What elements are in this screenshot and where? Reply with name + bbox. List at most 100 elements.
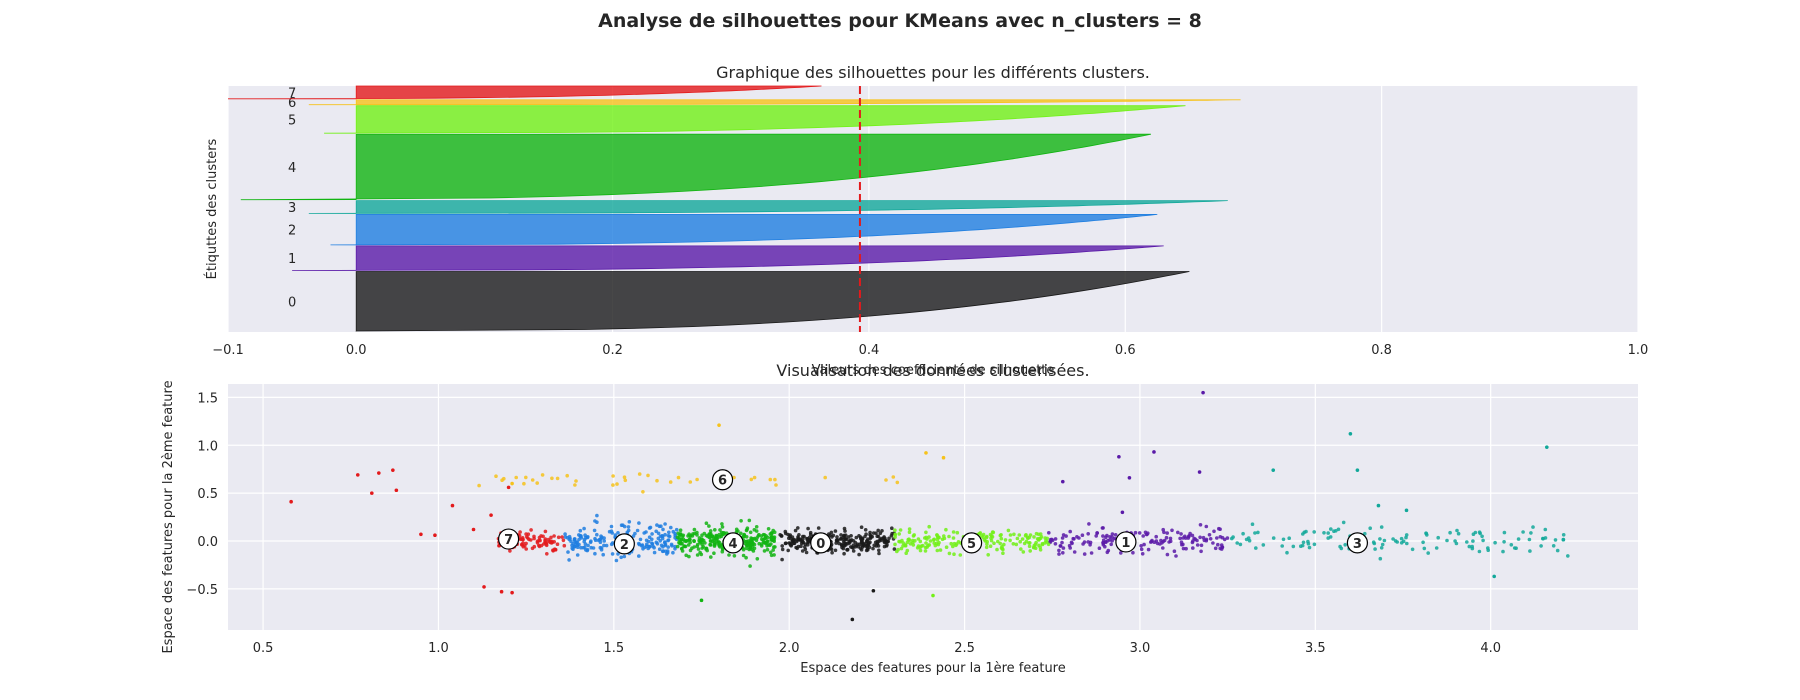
scatter-point [699, 598, 704, 603]
scatter-point [1028, 549, 1032, 553]
scatter-point [1421, 540, 1425, 545]
scatter-point [752, 475, 757, 480]
silhouette-cluster-label: 4 [288, 161, 296, 176]
scatter-point [762, 549, 767, 553]
scatter-point [500, 478, 504, 483]
scatter-point [860, 536, 865, 541]
scatter-point [680, 541, 684, 546]
scatter-point [1019, 547, 1023, 551]
cluster-center-label: 7 [504, 533, 513, 548]
scatter-point [1183, 536, 1188, 540]
scatter-point [1028, 533, 1033, 537]
scatter-point [573, 483, 577, 487]
scatter-point [582, 537, 587, 542]
scatter-point [901, 544, 905, 548]
scatter-point [556, 535, 561, 540]
scatter-point [771, 548, 775, 552]
scatter-point [666, 533, 671, 538]
scatter-point [1024, 539, 1029, 544]
scatter-point [1072, 550, 1077, 554]
scatter-point [752, 546, 757, 551]
scatter-point [615, 482, 619, 486]
scatter-point [1139, 544, 1143, 548]
scatter-point [1379, 546, 1384, 550]
scatter-point [675, 544, 680, 549]
scatter-point [574, 479, 578, 483]
scatter-point [1376, 503, 1381, 508]
scatter-point [837, 541, 841, 546]
scatter-point [742, 534, 746, 538]
scatter-point [765, 547, 770, 552]
scatter-point [955, 530, 960, 535]
scatter-point [1539, 544, 1543, 548]
scatter-point [768, 543, 772, 547]
scatter-point [537, 543, 541, 548]
scatter-point [1225, 536, 1230, 540]
x-tick-label: 2.5 [954, 641, 975, 656]
silhouette-cluster-label: 7 [288, 86, 296, 101]
scatter-point [1322, 531, 1326, 535]
scatter-point [659, 524, 663, 528]
scatter-point [585, 535, 590, 540]
scatter-point [1492, 574, 1496, 579]
scatter-point [523, 544, 527, 548]
scatter-point [640, 543, 645, 547]
scatter-point [1516, 537, 1521, 541]
scatter-point [524, 547, 528, 551]
scatter-plot-area [228, 384, 1638, 630]
scatter-point [622, 554, 627, 559]
scatter-point [713, 536, 718, 540]
scatter-point [579, 545, 583, 550]
scatter-point [1190, 540, 1195, 545]
scatter-point [602, 543, 606, 548]
scatter-point [1329, 527, 1333, 531]
scatter-point [796, 544, 801, 549]
scatter-point [891, 475, 896, 479]
scatter-point [1021, 550, 1026, 554]
scatter-point [419, 532, 423, 537]
scatter-point [1199, 543, 1204, 548]
scatter-point [981, 535, 985, 540]
scatter-point [1026, 536, 1030, 541]
scatter-point [772, 545, 776, 549]
scatter-point [772, 538, 776, 542]
scatter-point [370, 491, 374, 495]
scatter-point [1179, 532, 1183, 536]
scatter-point [619, 555, 623, 560]
scatter-point [1023, 533, 1028, 538]
scatter-point [1529, 531, 1533, 535]
scatter-point [622, 475, 627, 480]
scatter-point [880, 529, 884, 533]
scatter-point [1162, 530, 1166, 535]
scatter-point [573, 539, 577, 543]
scatter-point [666, 538, 670, 543]
scatter-point [510, 590, 514, 595]
scatter-point [907, 527, 912, 531]
scatter-point [882, 544, 887, 549]
scatter-point [708, 532, 712, 537]
scatter-point [756, 534, 760, 538]
scatter-point [1198, 523, 1203, 527]
scatter-point [718, 545, 722, 549]
scatter-point [774, 483, 778, 487]
scatter-point [592, 528, 597, 533]
x-tick-label: 3.0 [1130, 641, 1151, 656]
scatter-point [1424, 531, 1429, 536]
scatter-point [526, 536, 530, 540]
scatter-point [1142, 542, 1146, 547]
scatter-point [550, 476, 554, 481]
scatter-point [752, 536, 757, 541]
scatter-point [555, 542, 560, 546]
x-tick-label: 1.0 [428, 641, 449, 656]
scatter-point [893, 533, 897, 537]
scatter-point [951, 544, 955, 549]
scatter-point [646, 473, 650, 478]
scatter-point [871, 588, 876, 593]
scatter-point [604, 543, 609, 548]
scatter-point [1201, 535, 1206, 540]
scatter-point [623, 478, 628, 483]
cluster-center-marker [1115, 531, 1137, 553]
cluster-center-marker [497, 528, 520, 550]
scatter-point [563, 535, 568, 539]
scatter-point [1101, 542, 1106, 547]
